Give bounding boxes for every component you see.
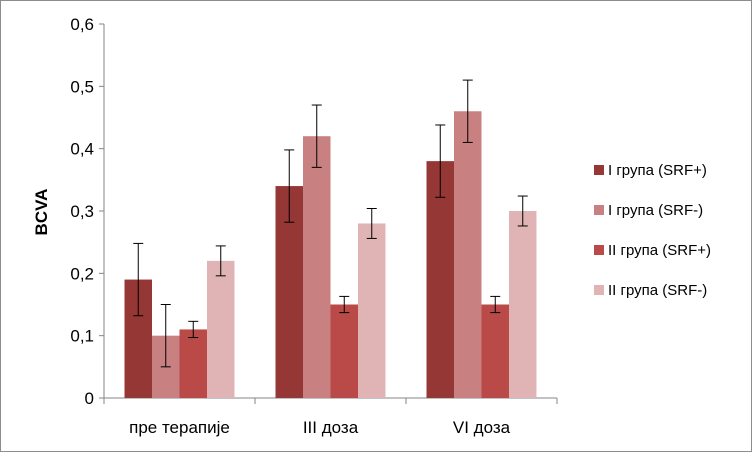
- bar: [179, 329, 207, 398]
- error-bars: [133, 79, 528, 368]
- error-bar: [188, 320, 199, 339]
- legend-swatch: [594, 285, 604, 295]
- bar: [358, 223, 386, 398]
- y-tick-label: 0,4: [70, 140, 94, 159]
- legend-label: I група (SRF+): [608, 162, 707, 179]
- bars: [124, 111, 537, 399]
- error-bar: [284, 149, 295, 223]
- legend-item: II група (SRF-): [594, 282, 707, 299]
- bar: [509, 211, 537, 398]
- legend-label: II група (SRF-): [608, 282, 707, 299]
- error-bar: [160, 304, 171, 368]
- y-tick-label: 0,2: [70, 264, 94, 283]
- bar: [426, 161, 454, 398]
- legend-label: II група (SRF+): [608, 242, 711, 259]
- legend: I група (SRF+) I група (SRF-) II група (SR…: [594, 162, 711, 299]
- legend-item: II група (SRF+): [594, 242, 711, 259]
- legend-swatch: [594, 205, 604, 215]
- error-bar: [133, 242, 144, 317]
- y-axis-label: BCVA: [32, 189, 51, 236]
- y-tick-label: 0,1: [70, 327, 94, 346]
- error-bar: [517, 195, 528, 227]
- bar: [454, 111, 482, 399]
- x-tick-label: VI доза: [453, 418, 511, 437]
- y-axis: 0 0,1 0,2 0,3 0,4 0,5 0,6: [70, 15, 105, 408]
- bar: [330, 304, 358, 398]
- legend-label: I група (SRF-): [608, 202, 703, 219]
- legend-swatch: [594, 165, 604, 175]
- x-tick-label: пре терапије: [129, 418, 230, 437]
- error-bar: [311, 104, 322, 168]
- error-bar: [462, 79, 473, 143]
- error-bar: [215, 245, 226, 277]
- x-axis: пре терапије III доза VI доза: [103, 397, 558, 437]
- y-tick-label: 0: [85, 389, 94, 408]
- error-bar: [339, 295, 350, 314]
- y-tick-label: 0,6: [70, 15, 94, 34]
- error-bar: [490, 295, 501, 314]
- x-tick-label: III доза: [303, 418, 359, 437]
- bar: [207, 260, 235, 398]
- bar: [481, 304, 509, 398]
- error-bar: [435, 124, 446, 198]
- bar: [303, 136, 331, 398]
- error-bar: [366, 208, 377, 239]
- legend-item: I група (SRF-): [594, 202, 703, 219]
- y-tick-label: 0,5: [70, 77, 94, 96]
- legend-item: I група (SRF+): [594, 162, 707, 179]
- legend-swatch: [594, 245, 604, 255]
- y-tick-label: 0,3: [70, 202, 94, 221]
